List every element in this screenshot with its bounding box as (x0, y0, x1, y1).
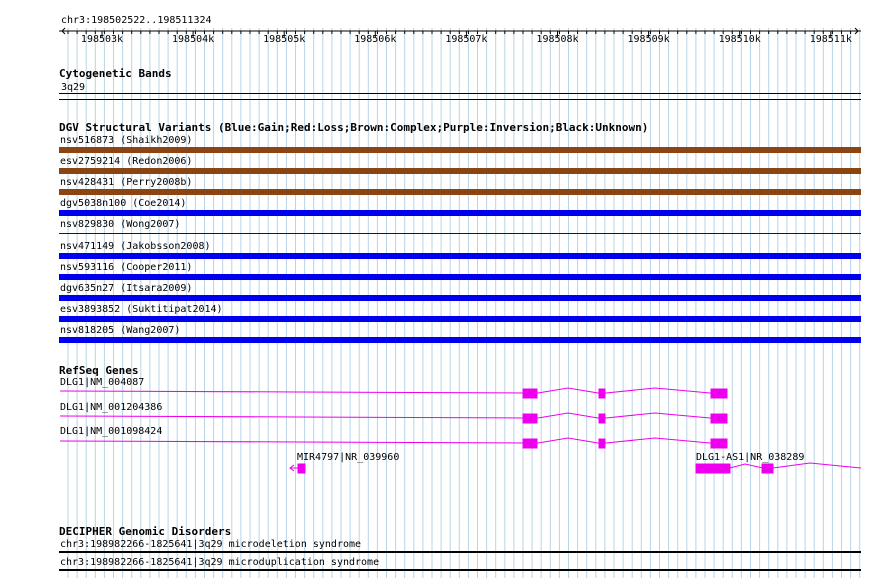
ruler-tick-label: 198510k (718, 34, 761, 45)
dgv-variant-label[interactable]: nsv818205 (Wang2007) (60, 325, 181, 336)
gene-model-dlg1-nm-004087[interactable] (59, 387, 728, 399)
dgv-variant-bar[interactable] (59, 210, 861, 216)
dgv-variant-bar[interactable] (59, 147, 861, 153)
ruler-tick-label: 198505k (263, 34, 306, 45)
exon (522, 413, 538, 424)
cytoband-divider (59, 99, 861, 100)
dgv-variant-bar[interactable] (59, 337, 861, 343)
dgv-variant-bar[interactable] (59, 233, 861, 234)
dgv-variant-label[interactable]: nsv829830 (Wong2007) (60, 219, 181, 230)
dgv-variant-bar[interactable] (59, 253, 861, 259)
exon (695, 463, 731, 474)
dgv-variant-label[interactable]: esv2759214 (Redon2006) (60, 156, 193, 167)
refseq-genes-title: RefSeq Genes (59, 364, 139, 377)
dgv-variant-bar[interactable] (59, 316, 861, 322)
exon (598, 413, 606, 424)
cytogenetic-bands-title: Cytogenetic Bands (59, 67, 172, 80)
as1-gene-label[interactable]: DLG1-AS1|NR_038289 (696, 452, 805, 463)
exon (522, 438, 538, 449)
exon (598, 438, 606, 449)
ruler-tick-label: 198503k (80, 34, 124, 45)
dgv-variant-label[interactable]: nsv471149 (Jakobsson2008) (60, 241, 211, 252)
dgv-variant-label[interactable]: dgv5038n100 (Coe2014) (60, 198, 187, 209)
dgv-variant-label[interactable]: nsv593116 (Cooper2011) (60, 262, 193, 273)
ruler-tick-label: 198509k (627, 34, 670, 45)
decipher-bar[interactable] (59, 551, 861, 553)
exon (761, 463, 774, 474)
ruler-tick-label: 198504k (172, 34, 215, 45)
ruler-tick-label: 198507k (445, 34, 488, 45)
gene-label[interactable]: DLG1|NM_004087 (60, 377, 145, 388)
gene-label[interactable]: DLG1|NM_001204386 (60, 402, 163, 413)
mir-gene-label[interactable]: MIR4797|NR_039960 (297, 452, 400, 463)
ruler-axis (59, 27, 861, 37)
dgv-variant-label[interactable]: dgv635n27 (Itsara2009) (60, 283, 193, 294)
decipher-bar[interactable] (59, 569, 861, 571)
ruler-tick-label: 198506k (354, 34, 397, 45)
exon (710, 413, 728, 424)
ruler-tick-label: 198508k (536, 34, 579, 45)
exon (710, 438, 728, 449)
gene-model-dlg1-nm-001098424[interactable] (59, 437, 728, 449)
exon (522, 388, 538, 399)
gene-model-mir4797[interactable] (289, 463, 306, 474)
exon (598, 388, 606, 399)
ruler-tick-label: 198511k (809, 34, 852, 45)
cytoband-label: 3q29 (61, 82, 86, 93)
decipher-item-label[interactable]: chr3:198982266-1825641|3q29 microduplica… (60, 557, 380, 568)
gene-label[interactable]: DLG1|NM_001098424 (60, 426, 163, 437)
decipher-item-label[interactable]: chr3:198982266-1825641|3q29 microdeletio… (60, 539, 362, 550)
dgv-variant-label[interactable]: esv3893852 (Suktitipat2014) (60, 304, 223, 315)
dgv-variant-label[interactable]: nsv428431 (Perry2008b) (60, 177, 193, 188)
gene-model-dlg1-as1[interactable] (695, 462, 862, 474)
dgv-variant-bar[interactable] (59, 274, 861, 280)
exon (710, 388, 728, 399)
ruler-coordinates: chr3:198502522..198511324 (61, 15, 212, 26)
exon (297, 463, 306, 474)
decipher-title: DECIPHER Genomic Disorders (59, 525, 232, 538)
dgv-variant-label[interactable]: nsv516873 (Shaikh2009) (60, 135, 193, 146)
gene-model-dlg1-nm-001204386[interactable] (59, 412, 728, 424)
dgv-title: DGV Structural Variants (Blue:Gain;Red:L… (59, 121, 649, 134)
cytoband-bar[interactable] (59, 93, 861, 94)
dgv-variant-bar[interactable] (59, 189, 861, 195)
dgv-variant-bar[interactable] (59, 295, 861, 301)
dgv-variant-bar[interactable] (59, 168, 861, 174)
